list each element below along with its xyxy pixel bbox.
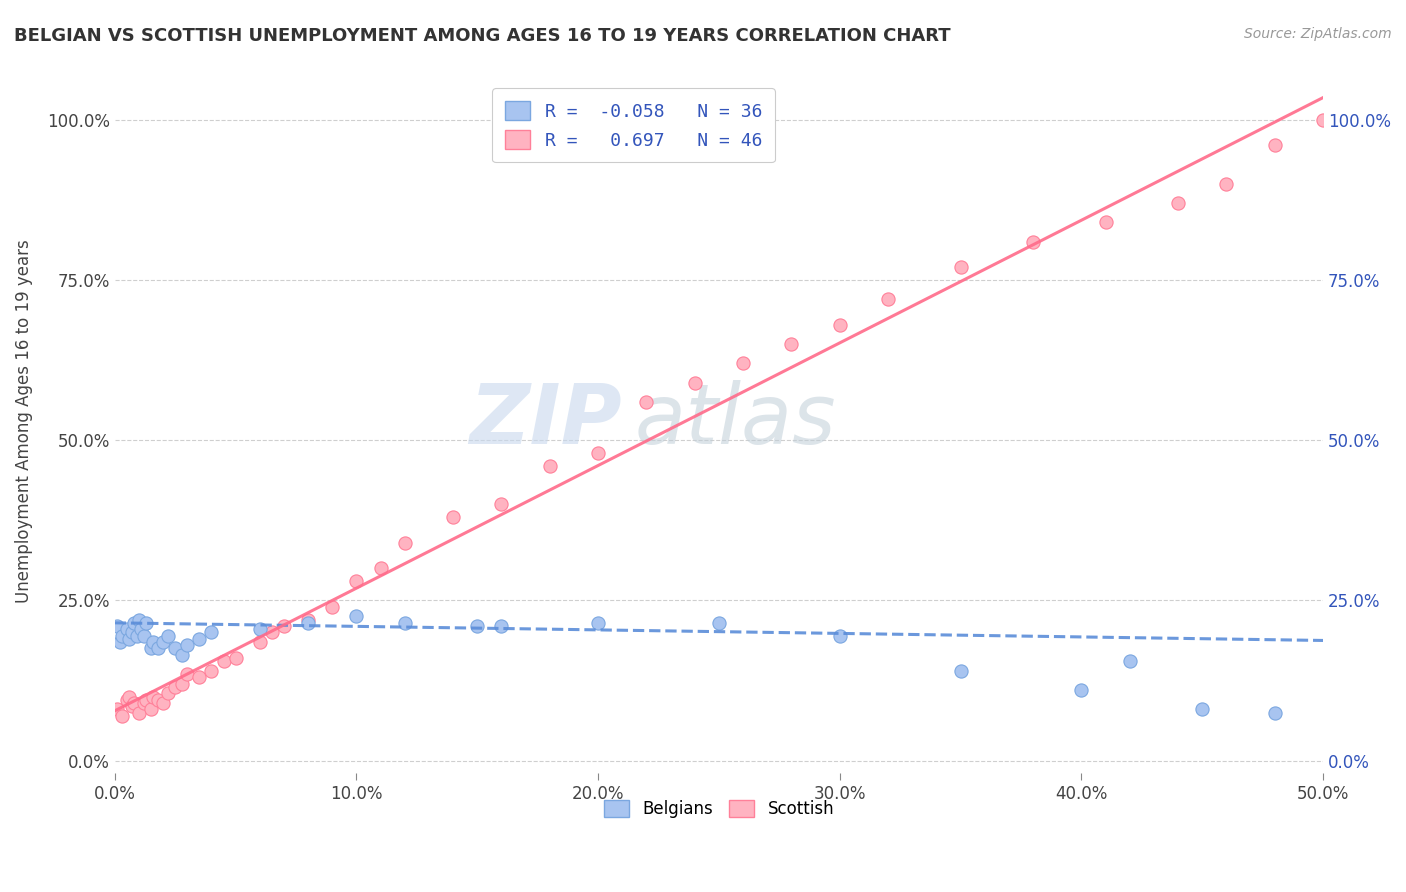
Y-axis label: Unemployment Among Ages 16 to 19 years: Unemployment Among Ages 16 to 19 years (15, 239, 32, 603)
Point (683, 376, 706, 390)
Text: Source: ZipAtlas.com: Source: ZipAtlas.com (1244, 27, 1392, 41)
Point (636, 394, 658, 409)
Point (491, 497, 513, 511)
Point (225, 651, 247, 665)
Point (132, 629, 155, 643)
Point (491, 619, 513, 633)
Point (176, 667, 198, 681)
Point (121, 699, 143, 714)
Text: atlas: atlas (634, 381, 837, 461)
Point (297, 613, 319, 627)
Point (346, 609, 368, 624)
Point (108, 635, 131, 649)
Point (132, 696, 155, 710)
Point (733, 356, 755, 370)
Point (128, 706, 150, 720)
Point (172, 676, 194, 690)
Text: ZIP: ZIP (470, 381, 623, 461)
Text: BELGIAN VS SCOTTISH UNEMPLOYMENT AMONG AGES 16 TO 19 YEARS CORRELATION CHART: BELGIAN VS SCOTTISH UNEMPLOYMENT AMONG A… (14, 27, 950, 45)
Point (148, 692, 170, 706)
Point (131, 622, 153, 636)
Point (176, 638, 198, 652)
Point (346, 574, 368, 589)
Point (139, 702, 162, 716)
Point (188, 670, 211, 684)
Point (122, 615, 145, 630)
Point (188, 632, 211, 646)
Point (115, 622, 138, 636)
Point (1167, 196, 1189, 211)
Point (1070, 683, 1092, 698)
Point (828, 318, 851, 332)
Point (148, 641, 170, 656)
Point (273, 619, 295, 633)
Point (200, 664, 222, 678)
Point (586, 446, 609, 460)
Point (465, 619, 488, 633)
Point (394, 615, 416, 630)
Point (249, 635, 271, 649)
Point (321, 599, 343, 614)
Point (1094, 215, 1116, 229)
Point (1215, 177, 1237, 191)
Point (156, 686, 179, 700)
Point (125, 629, 148, 643)
Point (165, 641, 187, 656)
Point (115, 692, 138, 706)
Point (370, 561, 392, 575)
Point (165, 680, 187, 694)
Point (172, 648, 194, 662)
Point (156, 629, 179, 643)
Point (441, 510, 464, 524)
Point (152, 635, 174, 649)
Point (105, 619, 128, 633)
Point (111, 708, 134, 723)
Point (707, 615, 730, 630)
Point (260, 625, 283, 640)
Point (142, 635, 165, 649)
Point (139, 641, 162, 656)
Point (122, 696, 145, 710)
Point (394, 535, 416, 549)
Point (1022, 235, 1045, 249)
Point (949, 664, 972, 678)
Point (1119, 654, 1142, 668)
Point (118, 690, 141, 704)
Point (200, 625, 222, 640)
Point (249, 622, 271, 636)
Legend: Belgians, Scottish: Belgians, Scottish (598, 794, 841, 825)
Point (297, 615, 319, 630)
Point (135, 692, 157, 706)
Point (212, 654, 235, 668)
Point (1191, 702, 1213, 716)
Point (538, 458, 561, 473)
Point (1312, 112, 1334, 127)
Point (111, 629, 134, 643)
Point (135, 615, 157, 630)
Point (828, 629, 851, 643)
Point (152, 696, 174, 710)
Point (128, 613, 150, 627)
Point (780, 337, 803, 351)
Point (105, 702, 128, 716)
Point (586, 615, 609, 630)
Point (877, 292, 900, 306)
Point (142, 690, 165, 704)
Point (118, 632, 141, 646)
Point (1264, 706, 1286, 720)
Point (121, 625, 143, 640)
Point (1264, 138, 1286, 153)
Point (949, 260, 972, 275)
